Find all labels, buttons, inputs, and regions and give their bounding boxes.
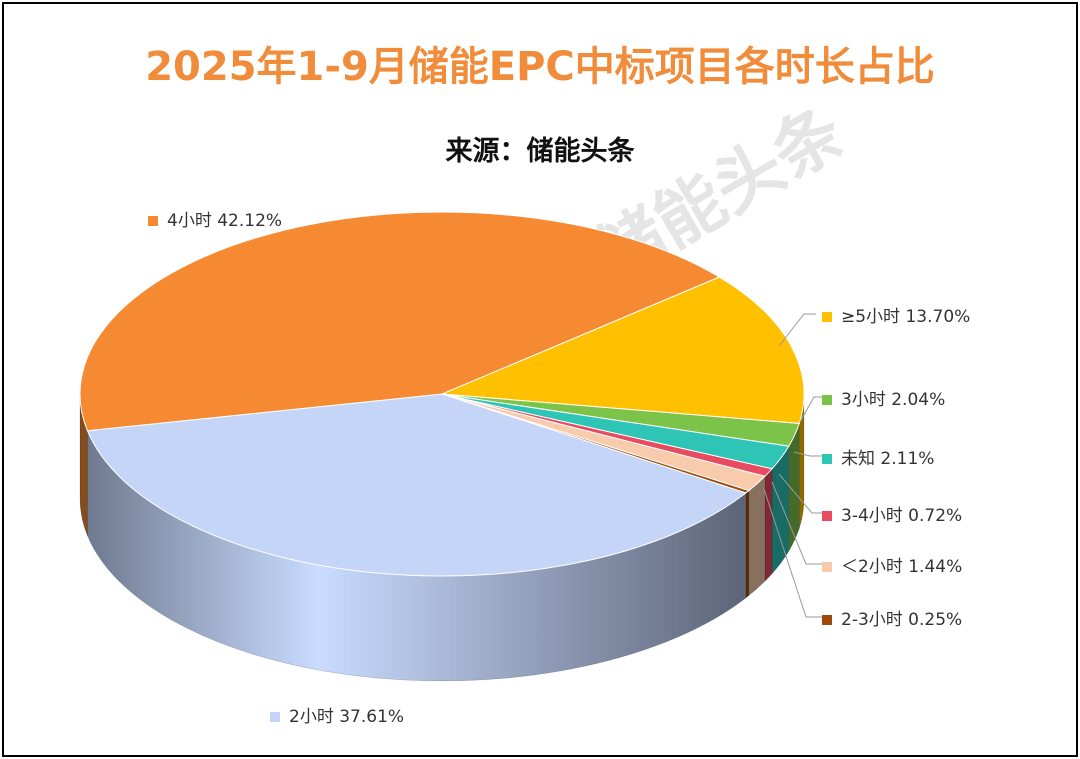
slice-6-top	[86, 393, 747, 577]
legend-swatch-7	[148, 216, 158, 226]
slice-3-side	[764, 468, 773, 582]
data-label-2: 未知 2.11%	[841, 449, 934, 469]
slice-4-side	[748, 475, 766, 597]
data-label-7: 4小时 42.12%	[167, 211, 282, 231]
legend-swatch-6	[270, 712, 280, 722]
legend-swatch-0	[822, 312, 832, 322]
chart-title: 2025年1-9月储能EPC中标项目各时长占比	[145, 44, 935, 90]
legend-swatch-5	[822, 615, 832, 625]
slice-0-top	[441, 276, 805, 425]
slice-5-side	[745, 490, 750, 599]
data-label-5: 2-3小时 0.25%	[841, 610, 962, 630]
data-label-3: 3-4小时 0.72%	[841, 506, 962, 526]
pie-chart: ≥5小时 13.70% 3小时 2.04% 未知 2.11% 3-4小时 0.72% ＜…	[79, 211, 970, 727]
legend-swatch-2	[822, 454, 832, 464]
chart-subtitle: 来源：储能头条	[445, 136, 635, 167]
legend-swatch-3	[822, 511, 832, 521]
legend-swatch-4	[822, 562, 832, 572]
data-label-6: 2小时 37.61%	[289, 707, 404, 727]
data-label-4: ＜2小时 1.44%	[841, 557, 962, 577]
data-label-1: 3小时 2.04%	[841, 390, 945, 410]
legend-swatch-1	[822, 395, 832, 405]
data-label-0: ≥5小时 13.70%	[841, 307, 970, 327]
slice-7-top	[79, 211, 721, 432]
